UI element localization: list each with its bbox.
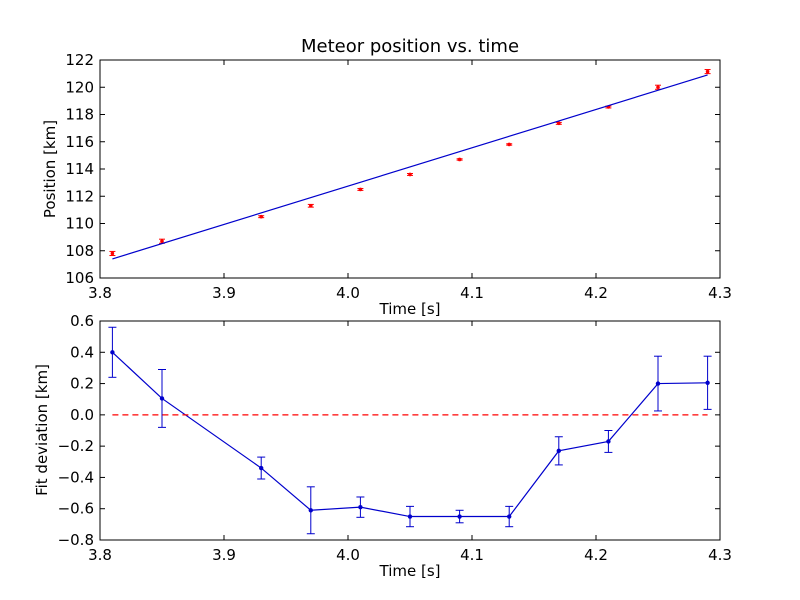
y-tick-label: 0.2 [70, 375, 94, 393]
x-tick-label: 4.1 [460, 284, 484, 302]
y-tick-label: −0.2 [58, 437, 94, 455]
x-tick-label: 4.2 [584, 284, 608, 302]
data-point [159, 396, 165, 401]
position-plot-y-ticks: 106 108 110 112 114 116 118 120 122 [65, 51, 720, 287]
data-point [655, 381, 661, 386]
data-point [160, 239, 164, 244]
position-plot-x-label: Time [s] [379, 300, 441, 318]
y-tick-label: 122 [65, 51, 94, 69]
data-point [259, 214, 264, 219]
x-tick-label: 3.9 [212, 284, 236, 302]
deviation-plot: 3.8 3.9 4.0 4.1 4.2 4.3 −0.8 −0.6 −0.4 −0.2 0.0 0.… [33, 312, 732, 580]
data-point [656, 85, 660, 90]
data-point [705, 69, 710, 74]
deviation-plot-frame [99, 320, 721, 541]
x-tick-label: 4.0 [336, 546, 360, 564]
y-tick-label: 116 [65, 133, 94, 151]
data-point [110, 251, 115, 256]
y-tick-label: 0.0 [70, 406, 94, 424]
data-point [705, 380, 710, 385]
x-tick-label: 4.3 [708, 284, 732, 302]
position-plot: Meteor position vs. time 3.8 3.9 4.0 4.1 4.2… [41, 36, 732, 318]
x-tick-label: 3.8 [88, 546, 112, 564]
position-plot-marks [109, 69, 711, 260]
data-point [358, 187, 363, 192]
deviation-plot-x-label: Time [s] [379, 562, 441, 580]
data-point [110, 350, 115, 355]
x-tick-label: 3.8 [88, 284, 112, 302]
x-tick-label: 3.9 [212, 546, 236, 564]
data-point [457, 157, 462, 162]
deviation-plot-y-ticks: −0.8 −0.6 −0.4 −0.2 0.0 0.2 0.4 0.6 [58, 312, 720, 549]
data-point [309, 203, 313, 208]
data-point [259, 465, 264, 471]
deviation-plot-marks [108, 326, 712, 535]
x-tick-label: 4.1 [460, 546, 484, 564]
data-point [407, 514, 413, 519]
y-tick-label: −0.8 [58, 531, 94, 549]
y-tick-label: 108 [65, 242, 94, 260]
y-tick-label: −0.4 [58, 468, 94, 486]
deviation-plot-x-ticks: 3.8 3.9 4.0 4.1 4.2 4.3 [88, 321, 732, 564]
y-tick-label: 114 [65, 160, 94, 178]
data-point [606, 439, 611, 444]
x-tick-label: 4.2 [584, 546, 608, 564]
data-point [556, 448, 561, 454]
y-tick-label: 110 [65, 215, 94, 233]
position-plot-title: Meteor position vs. time [301, 36, 519, 57]
data-point [557, 121, 561, 126]
y-tick-label: 120 [65, 78, 94, 96]
deviation-line [111, 351, 708, 518]
deviation-plot-y-label: Fit deviation [km] [33, 364, 51, 496]
y-tick-label: 112 [65, 187, 94, 205]
position-plot-x-ticks: 3.8 3.9 4.0 4.1 4.2 4.3 [88, 60, 732, 302]
y-tick-label: 118 [65, 106, 94, 124]
x-tick-label: 4.3 [708, 546, 732, 564]
data-point [308, 508, 313, 513]
data-point [507, 142, 512, 147]
data-point [358, 504, 363, 510]
data-point [408, 172, 412, 177]
y-tick-label: 0.4 [70, 343, 94, 361]
position-plot-y-label: Position [km] [41, 120, 59, 218]
y-tick-label: −0.6 [58, 500, 94, 518]
x-tick-label: 4.0 [336, 284, 360, 302]
y-tick-label: 106 [65, 269, 94, 287]
data-point [457, 514, 462, 519]
y-tick-label: 0.6 [70, 312, 94, 330]
data-point [507, 514, 512, 519]
fit-line [112, 74, 708, 260]
